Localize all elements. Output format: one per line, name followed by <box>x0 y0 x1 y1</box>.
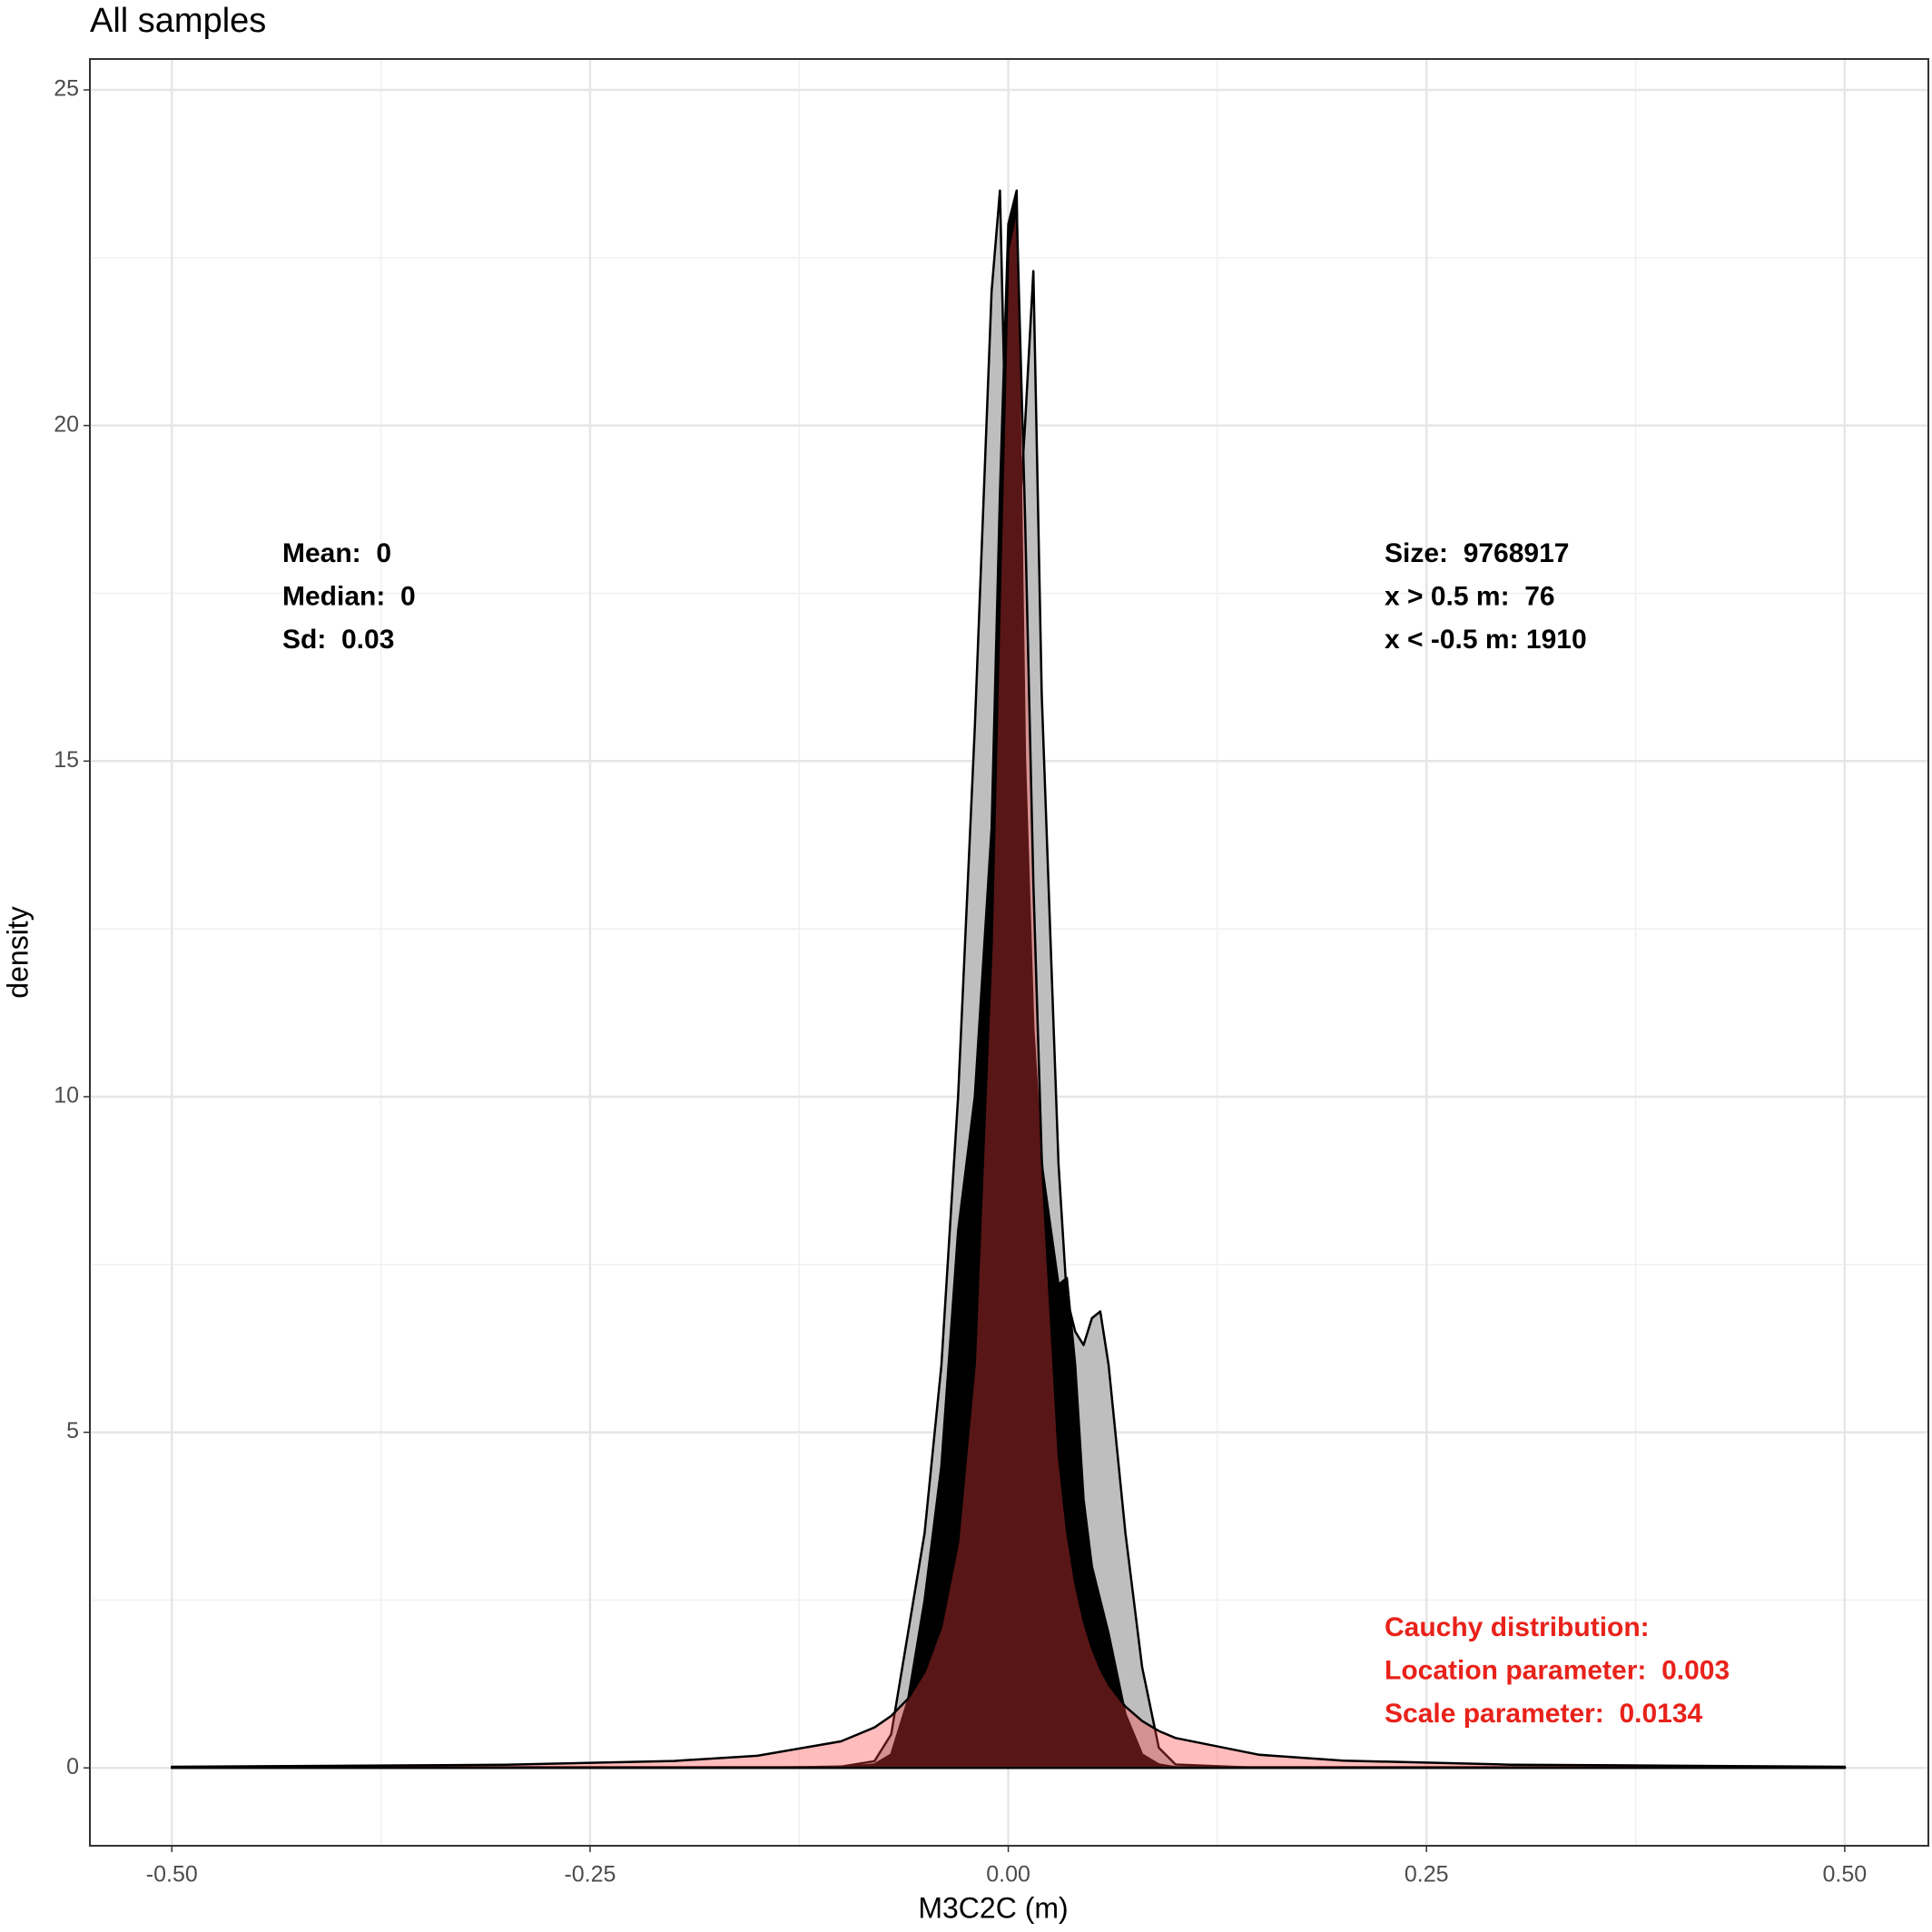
y-tick-label: 0 <box>66 1754 79 1779</box>
annotation: x > 0.5 m: 76 <box>1385 581 1555 611</box>
annotation: Sd: 0.03 <box>282 625 394 655</box>
x-axis-title: M3C2C (m) <box>918 1891 1068 1924</box>
annotation: Mean: 0 <box>282 538 391 568</box>
annotation: x < -0.5 m: 1910 <box>1385 625 1587 655</box>
y-tick-label: 5 <box>66 1418 79 1444</box>
annotation: Size: 9768917 <box>1385 538 1569 568</box>
y-axis-title: density <box>1 906 34 998</box>
x-tick-label: 0.00 <box>986 1862 1030 1888</box>
y-tick-label: 25 <box>54 76 79 102</box>
y-tick-label: 20 <box>54 411 79 437</box>
annotation: Median: 0 <box>282 581 416 611</box>
density-area <box>171 207 1847 1769</box>
annotation: Cauchy distribution: <box>1385 1612 1650 1642</box>
annotation: Scale parameter: 0.0134 <box>1385 1699 1703 1729</box>
plot-border <box>89 58 1929 1847</box>
chart-title: All samples <box>90 2 266 40</box>
annotation: Location parameter: 0.003 <box>1385 1655 1730 1685</box>
x-tick-label: -0.50 <box>146 1862 198 1888</box>
y-tick-label: 10 <box>54 1083 79 1109</box>
x-tick-label: -0.25 <box>564 1862 616 1888</box>
x-tick-label: 0.50 <box>1823 1862 1868 1888</box>
y-tick-label: 15 <box>54 747 79 773</box>
x-tick-label: 0.25 <box>1405 1862 1449 1888</box>
